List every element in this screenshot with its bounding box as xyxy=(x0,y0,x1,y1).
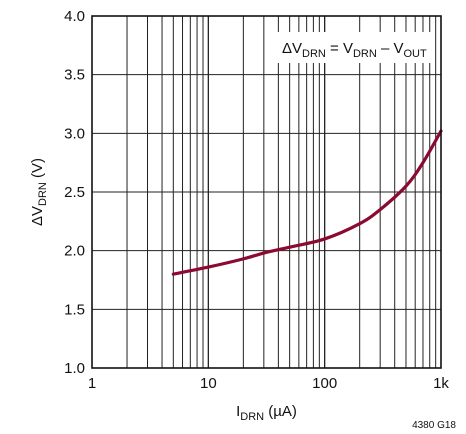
y-tick-label: 4.0 xyxy=(64,8,85,25)
y-tick-label: 1.0 xyxy=(64,360,85,377)
x-tick-label: 1k xyxy=(433,375,449,392)
annotation-box xyxy=(272,32,435,63)
y-axis-title: ΔVDRN (V) xyxy=(29,158,49,226)
y-tick-label: 3.0 xyxy=(64,125,85,142)
x-tick-label: 10 xyxy=(200,375,217,392)
y-tick-label: 2.0 xyxy=(64,243,85,260)
x-tick-label: 1 xyxy=(88,375,96,392)
tick-labels: 1 10 100 1k 1.0 1.5 2.0 2.5 3.0 3.5 4.0 xyxy=(64,8,449,392)
y-tick-label: 3.5 xyxy=(64,67,85,84)
annotation: ΔVDRN = VDRN – VOUT xyxy=(282,40,427,60)
x-axis-title: IDRN (µA) xyxy=(236,403,297,423)
x-tick-label: 100 xyxy=(312,375,337,392)
plot-frame xyxy=(91,15,442,369)
figure-id: 4380 G18 xyxy=(412,420,456,431)
series-line xyxy=(171,129,443,276)
y-tick-label: 2.5 xyxy=(64,184,85,201)
grid xyxy=(92,16,441,368)
y-tick-label: 1.5 xyxy=(64,301,85,318)
